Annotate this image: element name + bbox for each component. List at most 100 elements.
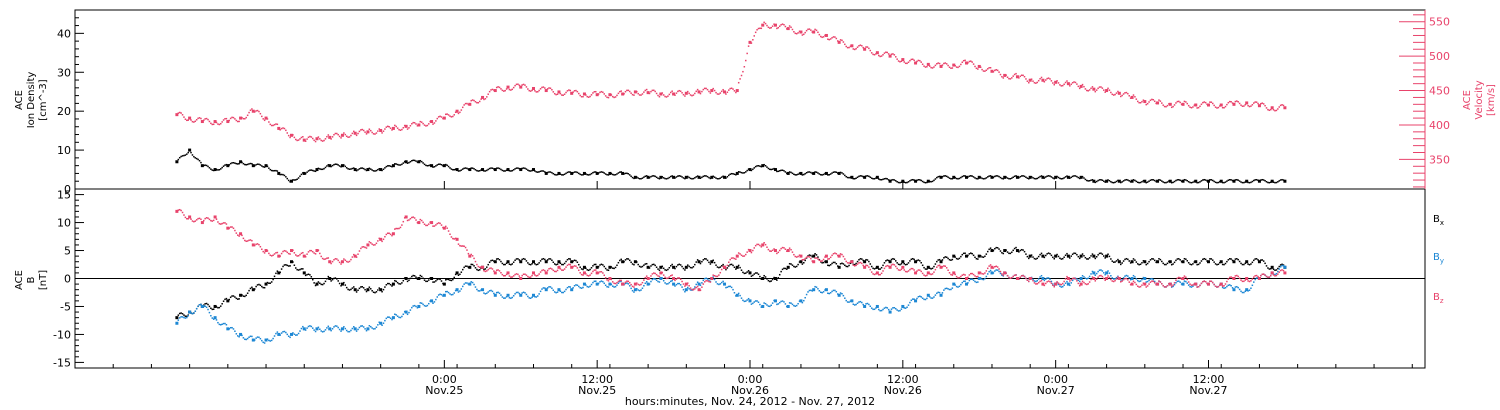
series-bottom-1 <box>175 264 1287 344</box>
data-point <box>694 286 696 288</box>
data-point <box>1278 271 1280 273</box>
data-point <box>286 132 289 134</box>
data-point <box>355 291 358 293</box>
data-point <box>1006 274 1009 277</box>
data-point <box>977 271 981 275</box>
data-point <box>460 245 463 247</box>
data-point <box>923 298 925 301</box>
data-point <box>926 297 928 300</box>
data-point <box>402 279 405 282</box>
data-point <box>531 274 533 277</box>
data-point <box>544 171 546 173</box>
data-point <box>264 116 268 120</box>
data-point <box>1226 180 1228 182</box>
data-point <box>943 175 945 177</box>
data-point <box>256 163 259 165</box>
data-point <box>289 265 291 267</box>
data-point <box>824 260 828 264</box>
data-point <box>681 280 683 283</box>
data-point <box>858 262 860 264</box>
data-point <box>950 178 952 180</box>
data-point <box>508 263 511 265</box>
data-point <box>580 268 583 270</box>
data-point <box>242 295 245 297</box>
data-point <box>1206 260 1210 264</box>
top-panel-frame <box>74 9 1426 190</box>
data-point <box>1046 77 1048 80</box>
data-point <box>610 266 613 268</box>
data-point <box>1047 280 1050 282</box>
data-point <box>743 255 746 257</box>
data-point <box>286 177 289 180</box>
data-point <box>549 286 552 288</box>
data-point <box>675 265 678 268</box>
data-point <box>515 273 518 275</box>
data-point <box>691 178 693 180</box>
data-point <box>549 171 552 173</box>
data-point <box>353 131 357 135</box>
data-point <box>398 128 400 131</box>
data-point <box>1020 275 1023 277</box>
data-point <box>1121 94 1123 97</box>
data-point <box>419 159 422 162</box>
data-point <box>720 176 723 178</box>
data-point <box>457 291 460 293</box>
data-point <box>224 222 226 224</box>
data-point <box>631 285 634 288</box>
data-point <box>512 275 515 277</box>
data-point <box>460 288 463 290</box>
data-point <box>784 171 787 173</box>
data-point <box>1077 85 1080 88</box>
data-point <box>613 267 615 270</box>
data-point <box>353 325 355 328</box>
data-point <box>907 262 910 264</box>
data-point <box>582 171 586 175</box>
data-point <box>661 271 664 274</box>
data-point <box>343 132 345 134</box>
data-point <box>643 91 645 93</box>
data-point <box>803 299 805 302</box>
data-point <box>1136 279 1139 282</box>
data-point <box>923 65 925 67</box>
data-point <box>1015 175 1019 179</box>
data-point <box>304 329 307 331</box>
data-point <box>957 66 959 69</box>
data-point <box>1057 283 1060 286</box>
data-point <box>426 280 429 283</box>
data-point <box>561 291 563 294</box>
data-point <box>923 181 925 184</box>
data-point <box>218 323 221 326</box>
data-point <box>947 176 949 178</box>
data-point <box>330 165 332 168</box>
data-point <box>324 138 327 140</box>
data-point <box>651 89 654 92</box>
data-point <box>391 232 395 236</box>
data-point <box>1247 290 1249 292</box>
data-point <box>468 168 472 172</box>
data-point <box>538 273 540 275</box>
data-point <box>1216 286 1218 288</box>
data-point <box>607 96 610 99</box>
data-point <box>719 92 722 94</box>
data-point <box>979 255 982 257</box>
data-point <box>495 258 498 260</box>
data-point <box>1084 283 1087 285</box>
data-point <box>948 66 951 69</box>
data-point <box>297 139 300 141</box>
data-point <box>1003 73 1007 77</box>
data-point <box>858 45 860 47</box>
data-point <box>337 133 339 136</box>
data-point <box>534 295 536 298</box>
data-point <box>962 175 965 177</box>
data-point <box>1172 181 1174 184</box>
data-point <box>616 173 618 175</box>
data-point <box>452 237 454 240</box>
data-point <box>542 269 545 271</box>
data-point <box>320 139 322 142</box>
data-point <box>614 282 617 285</box>
data-point <box>1083 177 1085 179</box>
data-point <box>735 254 739 258</box>
data-point <box>1213 104 1215 107</box>
data-point <box>592 270 594 273</box>
data-point <box>198 217 201 220</box>
